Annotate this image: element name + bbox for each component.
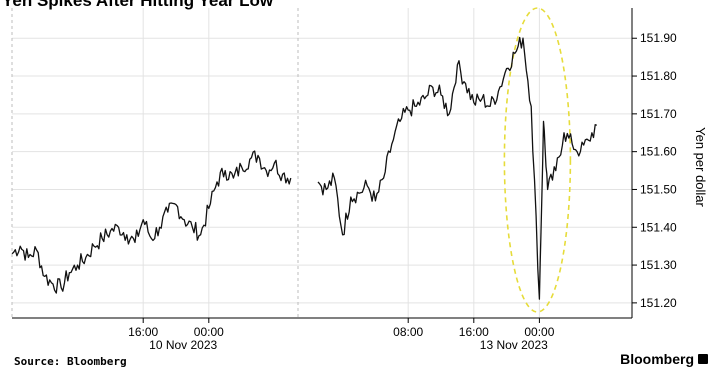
annotation: [503, 7, 572, 313]
bloomberg-brand: Bloomberg: [620, 351, 708, 367]
y-tick-label: 151.40: [640, 220, 677, 234]
y-tick-label: 151.80: [640, 69, 677, 83]
y-axis-label: Yen per dollar: [693, 127, 708, 207]
x-date-label: 13 Nov 2023: [480, 338, 548, 352]
y-tick-label: 151.30: [640, 258, 677, 272]
price-series: [11, 36, 597, 300]
bloomberg-logo-icon: [698, 354, 708, 364]
x-tick-label: 16:00: [459, 325, 489, 339]
source-label: Source: Bloomberg: [14, 355, 127, 368]
x-tick-label: 00:00: [524, 325, 554, 339]
series-line-segment: [11, 150, 292, 294]
chart-title: Yen Spikes After Hitting Year Low: [2, 0, 274, 10]
y-tick-label: 151.20: [640, 296, 677, 310]
x-tick-label: 16:00: [128, 325, 158, 339]
y-tick-label: 151.60: [640, 145, 677, 159]
x-tick-label: 00:00: [194, 325, 224, 339]
brand-label: Bloomberg: [620, 351, 694, 367]
axes: 151.20 151.30 151.40 151.50 151.60 151.70 151.…: [12, 8, 708, 352]
x-date-label: 10 Nov 2023: [149, 338, 217, 352]
y-tick-label: 151.90: [640, 31, 677, 45]
highlight-ellipse: [503, 7, 572, 313]
y-tick-label: 151.70: [640, 107, 677, 121]
x-tick-label: 08:00: [393, 325, 423, 339]
series-line-segment: [317, 36, 597, 300]
gridlines: [11, 8, 632, 318]
y-tick-label: 151.50: [640, 182, 677, 196]
